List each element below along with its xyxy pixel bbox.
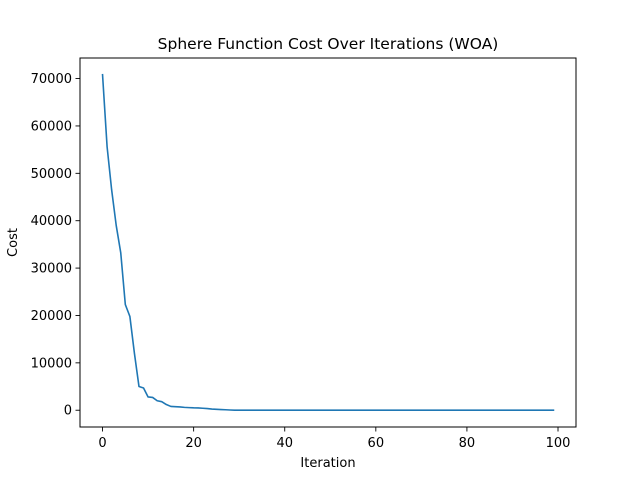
- y-tick-label: 70000: [31, 72, 72, 87]
- series-line-0: [101, 73, 555, 412]
- x-tick-label: 80: [459, 436, 476, 451]
- y-tick-label: 20000: [31, 309, 72, 324]
- y-tick-label: 50000: [31, 167, 72, 182]
- y-tick-label: 40000: [31, 214, 72, 229]
- chart-title: Sphere Function Cost Over Iterations (WO…: [158, 35, 499, 53]
- x-tick-label: 100: [546, 436, 571, 451]
- x-tick-label: 0: [98, 436, 106, 451]
- y-tick-label: 10000: [31, 356, 72, 371]
- y-tick-label: 60000: [31, 119, 72, 134]
- y-axis-label: Cost: [6, 228, 21, 257]
- y-tick-label: 0: [64, 404, 72, 419]
- x-tick-label: 60: [368, 436, 385, 451]
- x-tick-label: 40: [276, 436, 293, 451]
- x-axis-label: Iteration: [300, 456, 355, 471]
- y-tick-label: 30000: [31, 262, 72, 277]
- axes-frame: [79, 57, 577, 428]
- plot-area: [101, 73, 555, 412]
- x-tick-label: 20: [185, 436, 202, 451]
